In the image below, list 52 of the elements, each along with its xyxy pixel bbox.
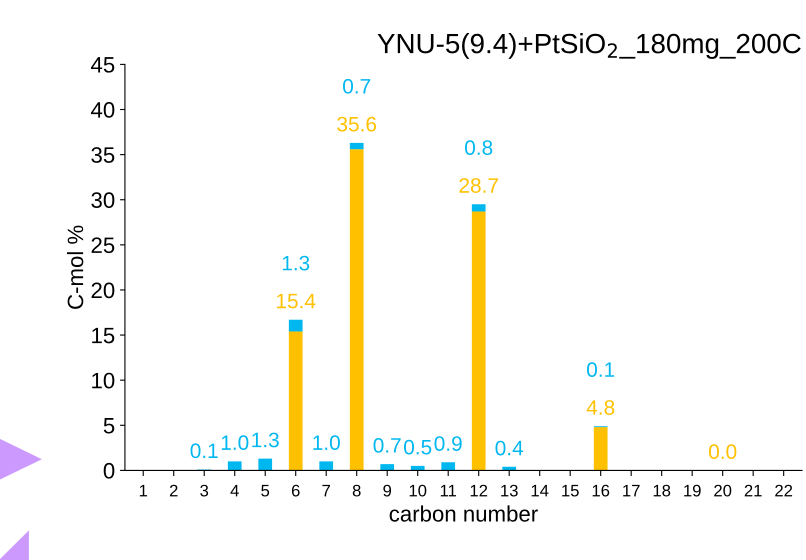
x-tick-label: 22 [775,484,792,496]
x-tick-label: 9 [383,484,392,497]
data-label: 1.0 [222,435,248,450]
x-tick-label: 13 [501,484,518,497]
data-label: 15.4 [277,294,316,308]
y-tick-label: 0 [104,462,114,479]
data-label: 0.5 [404,440,432,455]
data-label: 4.8 [586,400,614,415]
data-label: 1.3 [252,432,279,448]
x-tick-label: 6 [292,484,300,497]
x-tick-label: 2 [170,484,178,496]
x-tick-label: 21 [744,484,762,496]
y-tick-label: 35 [91,147,114,163]
x-tick-label: 1 [140,484,148,496]
x-tick-label: 20 [714,484,732,497]
x-tick-label: 17 [623,484,640,496]
data-label: 0.0 [709,444,736,460]
x-tick-label: 12 [470,484,488,496]
x-tick-label: 4 [230,484,239,496]
x-tick-label: 18 [654,484,670,497]
x-tick-label: 11 [440,484,456,496]
data-label: 0.1 [190,443,218,458]
data-label: 1.0 [313,435,340,450]
data-label: 0.8 [465,140,492,156]
data-label: 0.1 [587,362,614,377]
y-tick-label: 10 [92,372,114,388]
x-tick-label: 15 [562,484,579,497]
x-tick-label: 19 [684,484,701,497]
data-label: 35.6 [337,116,376,132]
data-label: 1.3 [282,256,310,270]
y-axis-title: C-mol % [67,226,84,309]
y-tick-label: 45 [91,57,114,73]
y-tick-label: 40 [91,102,114,118]
x-tick-label: 16 [592,484,610,497]
x-tick-label: 10 [410,484,426,497]
x-tick-label: 5 [261,484,270,497]
x-tick-label: 7 [322,484,330,496]
x-tick-label: 8 [352,484,361,497]
y-tick-label: 15 [92,328,114,344]
x-axis-title: carbon number [390,505,538,522]
x-tick-label: 14 [532,484,548,496]
y-tick-label: 30 [91,192,114,208]
x-tick-label: 3 [200,484,208,497]
y-tick-label: 5 [104,418,114,434]
y-tick-label: 25 [92,237,114,254]
data-label: 0.4 [496,440,524,456]
data-label: 28.7 [459,178,498,193]
data-label: 0.7 [343,78,370,94]
chart-title: YNU-5(9.4)+PtSiO$_{2}$_180mg_200C [378,33,801,59]
data-label: 0.7 [374,438,401,453]
data-label: 0.9 [434,436,462,451]
y-tick-label: 20 [92,282,114,298]
